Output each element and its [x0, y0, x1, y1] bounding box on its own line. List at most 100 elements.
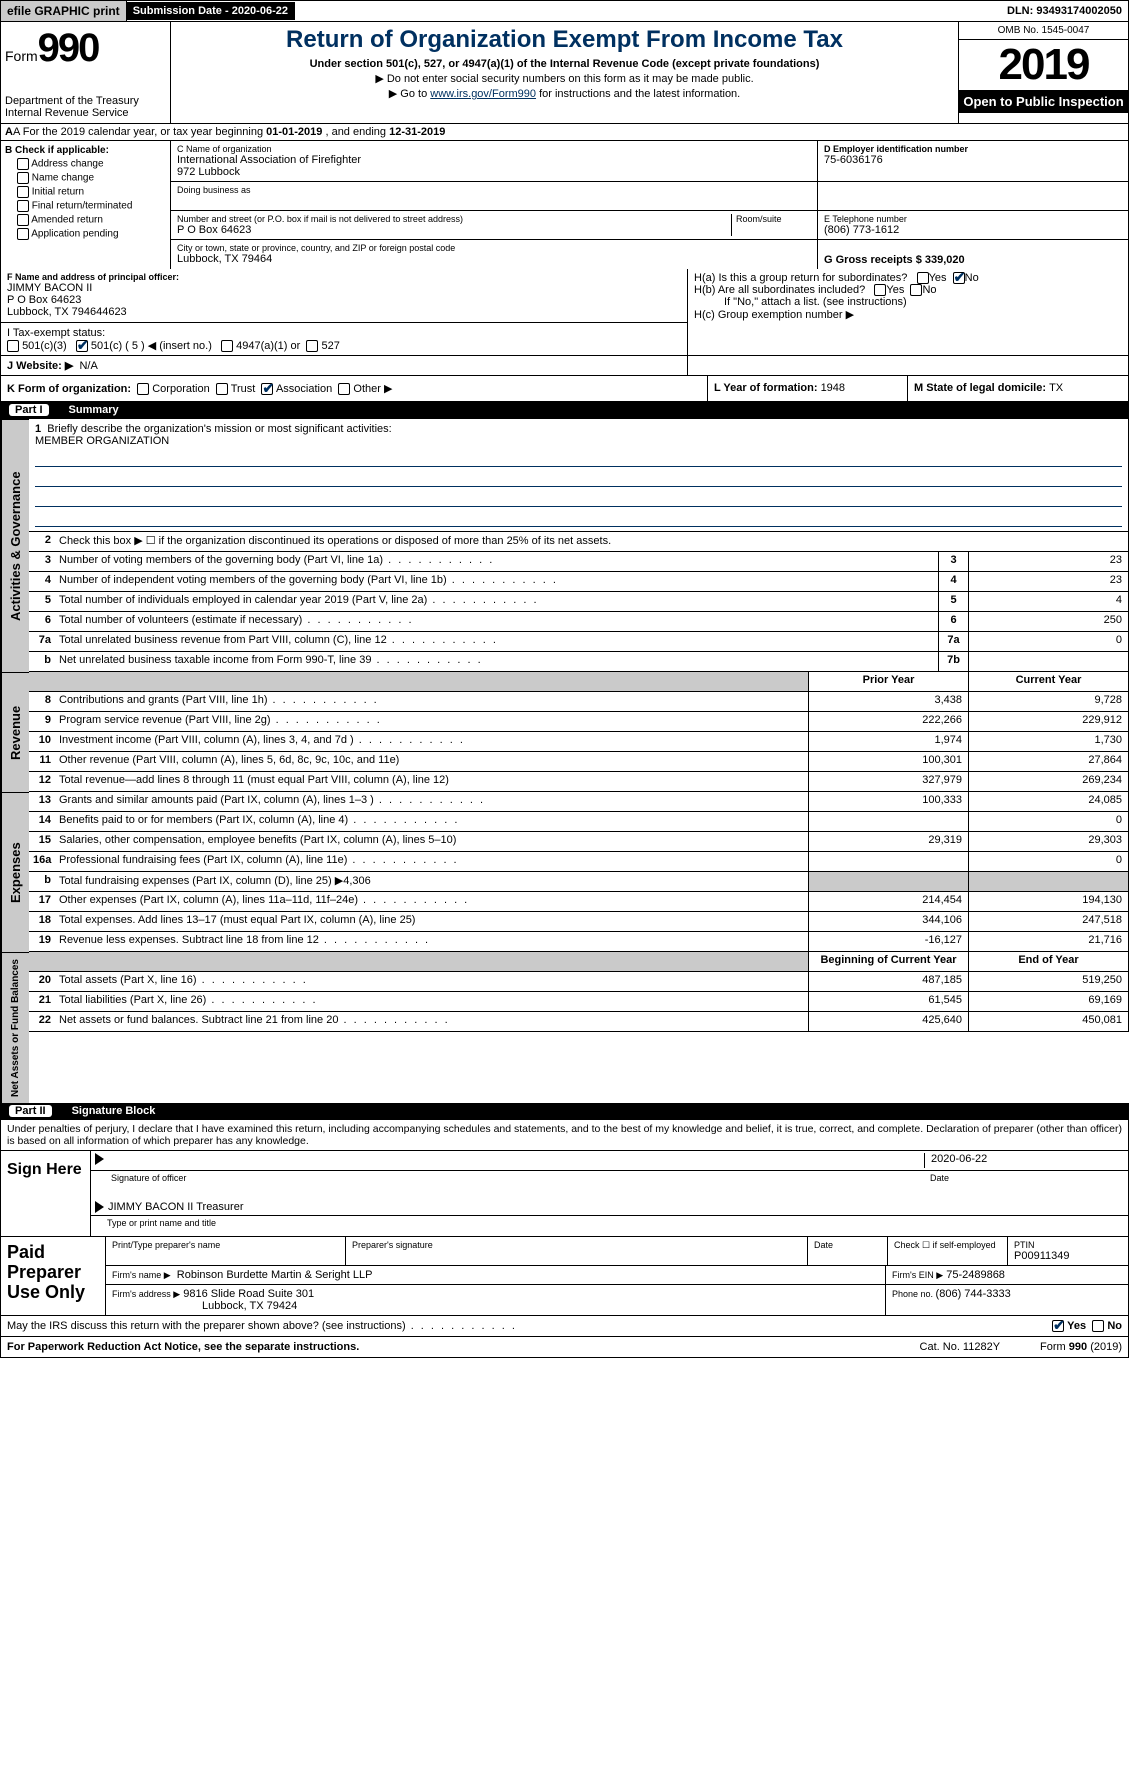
l8-prior: 3,438 — [808, 692, 968, 711]
l14-prior — [808, 812, 968, 831]
omb-number: OMB No. 1545-0047 — [959, 22, 1128, 40]
l11-prior: 100,301 — [808, 752, 968, 771]
form-title: Return of Organization Exempt From Incom… — [179, 26, 950, 54]
col-begin: Beginning of Current Year — [808, 952, 968, 971]
l8-curr: 9,728 — [968, 692, 1128, 711]
firm-ein-label: Firm's EIN ▶ — [892, 1270, 943, 1280]
firm-addr-label: Firm's address ▶ — [112, 1289, 180, 1299]
chk-4947[interactable] — [221, 340, 233, 352]
l1-desc: Briefly describe the organization's miss… — [47, 423, 391, 435]
col-prior: Prior Year — [808, 672, 968, 691]
discuss-yes[interactable] — [1052, 1320, 1064, 1332]
cat-no: Cat. No. 11282Y — [920, 1341, 1001, 1353]
form-subtitle: Under section 501(c), 527, or 4947(a)(1)… — [179, 58, 950, 70]
sig-officer-label: Signature of officer — [95, 1173, 924, 1189]
f-officer-label: F Name and address of principal officer: — [7, 272, 681, 282]
irs-link[interactable]: www.irs.gov/Form990 — [430, 88, 536, 100]
l13: Grants and similar amounts paid (Part IX… — [55, 792, 808, 811]
ssn-note: ▶ Do not enter social security numbers o… — [179, 72, 950, 85]
l6-val: 250 — [968, 612, 1128, 631]
chk-501c[interactable] — [76, 340, 88, 352]
l11-curr: 27,864 — [968, 752, 1128, 771]
chk-other[interactable] — [338, 383, 350, 395]
l4-val: 23 — [968, 572, 1128, 591]
street-address: P O Box 64623 — [177, 224, 731, 236]
l19-curr: 21,716 — [968, 932, 1128, 951]
l14-curr: 0 — [968, 812, 1128, 831]
chk-initial-return[interactable]: Initial return — [17, 186, 166, 198]
l3-desc: Number of voting members of the governin… — [55, 552, 938, 571]
l16b-curr — [968, 872, 1128, 891]
room-label: Room/suite — [736, 214, 811, 224]
l15: Salaries, other compensation, employee b… — [55, 832, 808, 851]
dba-label: Doing business as — [177, 185, 811, 195]
website-note: ▶ Go to www.irs.gov/Form990 for instruct… — [179, 87, 950, 100]
l3-val: 23 — [968, 552, 1128, 571]
side-expenses: Expenses — [1, 792, 29, 952]
l12-prior: 327,979 — [808, 772, 968, 791]
l6-desc: Total number of volunteers (estimate if … — [55, 612, 938, 631]
perjury-text: Under penalties of perjury, I declare th… — [0, 1120, 1129, 1151]
prep-sig-hdr: Preparer's signature — [346, 1237, 808, 1265]
l20: Total assets (Part X, line 16) — [55, 972, 808, 991]
chk-final-return[interactable]: Final return/terminated — [17, 200, 166, 212]
triangle-icon — [95, 1153, 104, 1165]
l22: Net assets or fund balances. Subtract li… — [55, 1012, 808, 1031]
e-phone-label: E Telephone number — [824, 214, 1122, 224]
l10-curr: 1,730 — [968, 732, 1128, 751]
name-label: Type or print name and title — [91, 1216, 1128, 1236]
self-employed-chk[interactable]: Check ☐ if self-employed — [888, 1237, 1008, 1265]
chk-assoc[interactable] — [261, 383, 273, 395]
l16a-prior — [808, 852, 968, 871]
firm-phone-label: Phone no. — [892, 1289, 936, 1299]
hb-yes[interactable] — [874, 284, 886, 296]
chk-application-pending[interactable]: Application pending — [17, 228, 166, 240]
efile-print-button[interactable]: efile GRAPHIC print — [1, 1, 127, 21]
l-year-formation: L Year of formation: 1948 — [708, 376, 908, 401]
l7b-val — [968, 652, 1128, 671]
chk-trust[interactable] — [216, 383, 228, 395]
section-b-checkboxes: B Check if applicable: Address change Na… — [1, 141, 171, 269]
l21-begin: 61,545 — [808, 992, 968, 1011]
firm-ein: 75-2489868 — [946, 1269, 1005, 1281]
tax-year: 2019 — [959, 40, 1128, 90]
form-header: Form990 Department of the Treasury Inter… — [0, 22, 1129, 124]
side-revenue: Revenue — [1, 672, 29, 792]
chk-address-change[interactable]: Address change — [17, 158, 166, 170]
ha-yes[interactable] — [917, 272, 929, 284]
l7b-desc: Net unrelated business taxable income fr… — [55, 652, 938, 671]
chk-corp[interactable] — [137, 383, 149, 395]
l13-curr: 24,085 — [968, 792, 1128, 811]
chk-amended-return[interactable]: Amended return — [17, 214, 166, 226]
open-public-badge: Open to Public Inspection — [959, 90, 1128, 113]
chk-name-change[interactable]: Name change — [17, 172, 166, 184]
c-name-label: C Name of organization — [177, 144, 811, 154]
hb-no[interactable] — [910, 284, 922, 296]
date-label: Date — [924, 1173, 1124, 1189]
j-website: J Website: ▶ N/A — [1, 356, 688, 375]
addr-label: Number and street (or P.O. box if mail i… — [177, 214, 731, 224]
l14: Benefits paid to or for members (Part IX… — [55, 812, 808, 831]
part1-header: Part I Summary — [0, 402, 1129, 419]
g-gross-label: G Gross receipts $ 339,020 — [824, 254, 965, 266]
hb-subordinates: H(b) Are all subordinates included? Yes … — [694, 284, 1122, 296]
ha-no[interactable] — [953, 272, 965, 284]
chk-501c3[interactable] — [7, 340, 19, 352]
officer-name: JIMMY BACON II — [7, 282, 681, 294]
l10: Investment income (Part VIII, column (A)… — [55, 732, 808, 751]
i-tax-exempt-label: I Tax-exempt status: — [7, 327, 105, 339]
prep-date-hdr: Date — [808, 1237, 888, 1265]
l17: Other expenses (Part IX, column (A), lin… — [55, 892, 808, 911]
chk-527[interactable] — [306, 340, 318, 352]
l10-prior: 1,974 — [808, 732, 968, 751]
l5-val: 4 — [968, 592, 1128, 611]
hb-note: If "No," attach a list. (see instruction… — [694, 296, 1122, 308]
discuss-no[interactable] — [1092, 1320, 1104, 1332]
sign-here-label: Sign Here — [1, 1151, 91, 1236]
discuss-row: May the IRS discuss this return with the… — [0, 1316, 1129, 1337]
l11: Other revenue (Part VIII, column (A), li… — [55, 752, 808, 771]
l16a: Professional fundraising fees (Part IX, … — [55, 852, 808, 871]
d-ein-label: D Employer identification number — [824, 144, 1122, 154]
spacer — [295, 8, 1001, 14]
prep-name-hdr: Print/Type preparer's name — [106, 1237, 346, 1265]
